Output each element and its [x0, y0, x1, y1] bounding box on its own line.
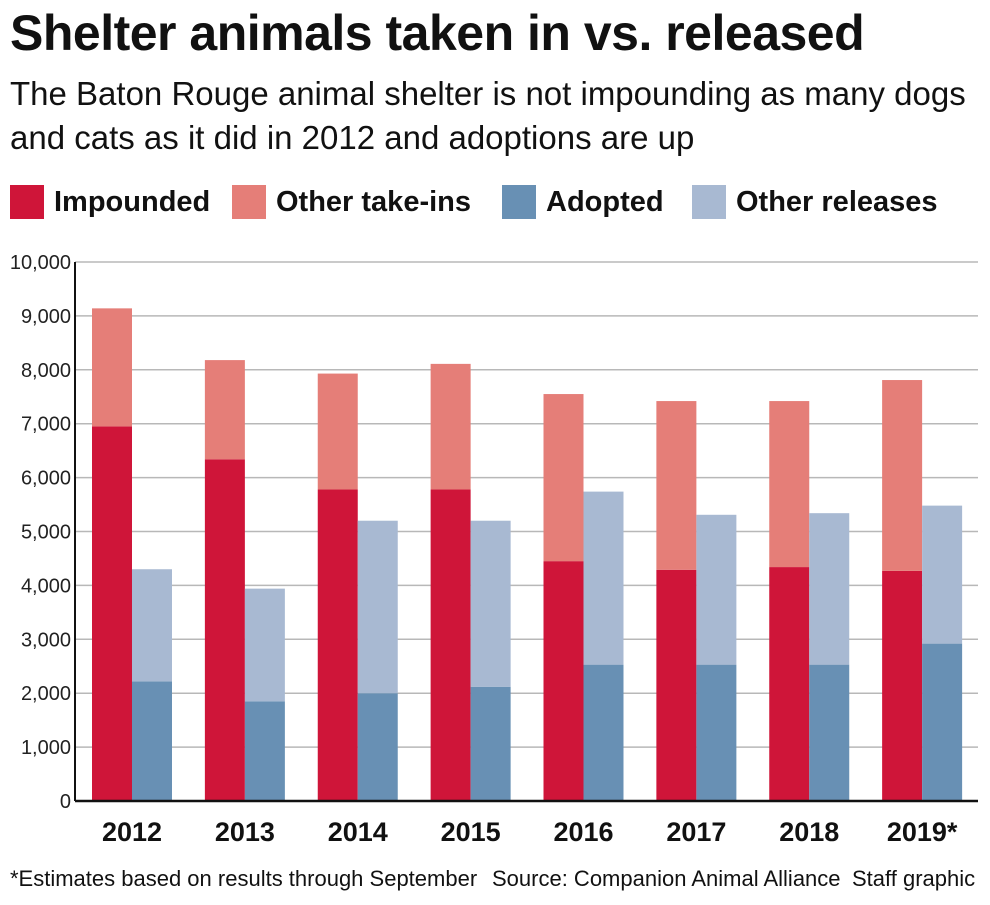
bar-released-adopted: [922, 643, 963, 801]
bar-released-adopted: [132, 681, 172, 801]
bar-taken-in-other-take-ins: [882, 380, 923, 571]
x-tick-label: 2014: [328, 817, 388, 847]
bar-taken-in-impounded: [543, 561, 584, 801]
legend-label-other-releases: Other releases: [736, 185, 938, 218]
x-tick-label: 2018: [779, 817, 839, 847]
bar-taken-in-other-take-ins: [317, 373, 358, 490]
bar-released-other-releases: [244, 588, 285, 702]
x-tick-label: 2019*: [887, 817, 958, 847]
bar-released-adopted: [470, 686, 511, 801]
bar-taken-in-other-take-ins: [430, 363, 471, 490]
x-tick-label: 2016: [553, 817, 613, 847]
footnote: *Estimates based on results through Sept…: [10, 866, 478, 891]
y-tick-label: 5,000: [21, 522, 71, 544]
bar-taken-in-other-take-ins: [543, 394, 584, 562]
legend-item-adopted: Adopted: [502, 180, 664, 224]
y-tick-label: 9,000: [21, 306, 71, 328]
y-tick-label: 6,000: [21, 468, 71, 490]
bar-taken-in-other-take-ins: [204, 360, 245, 460]
legend-item-other-releases: Other releases: [692, 180, 938, 224]
bar-taken-in-impounded: [204, 459, 245, 801]
legend: Impounded Other take-ins Adopted Other r…: [10, 180, 980, 224]
bar-taken-in-impounded: [656, 569, 697, 801]
bar-taken-in-other-take-ins: [769, 401, 810, 568]
bar-released-adopted: [357, 693, 398, 801]
bar-taken-in-impounded: [882, 570, 923, 801]
bar-taken-in-impounded: [92, 426, 132, 801]
bar-released-adopted: [696, 664, 737, 801]
y-tick-label: 7,000: [21, 414, 71, 436]
bar-released-adopted: [809, 664, 850, 801]
legend-label-other-take-ins: Other take-ins: [276, 185, 471, 218]
bar-released-other-releases: [470, 520, 511, 687]
bar-released-other-releases: [132, 569, 172, 682]
legend-item-other-take-ins: Other take-ins: [232, 180, 471, 224]
x-tick-label: 2015: [441, 817, 501, 847]
bar-released-other-releases: [809, 513, 850, 665]
legend-item-impounded: Impounded: [10, 180, 210, 224]
bar-taken-in-impounded: [317, 489, 358, 801]
staff-credit: Staff graphic: [852, 866, 976, 891]
chart-subtitle: The Baton Rouge animal shelter is not im…: [10, 75, 966, 156]
x-tick-label: 2013: [215, 817, 275, 847]
chart-title: Shelter animals taken in vs. released: [10, 5, 865, 61]
legend-swatch-adopted: [502, 185, 536, 219]
source-note: Source: Companion Animal Alliance: [492, 866, 841, 891]
bar-released-other-releases: [922, 505, 963, 644]
legend-label-impounded: Impounded: [54, 185, 211, 218]
legend-label-adopted: Adopted: [546, 185, 664, 218]
x-tick-label: 2017: [666, 817, 726, 847]
bar-taken-in-other-take-ins: [92, 308, 132, 427]
bar-taken-in-other-take-ins: [656, 401, 697, 570]
bar-released-adopted: [244, 701, 285, 801]
y-tick-label: 8,000: [21, 360, 71, 382]
bar-released-adopted: [583, 664, 624, 801]
stacked-bar-chart: 0 1,000 2,000 3,000 4,000 5,000 6,000 7,000 8,00…: [10, 252, 978, 847]
y-tick-label: 3,000: [21, 629, 71, 651]
bar-taken-in-impounded: [430, 489, 471, 801]
y-tick-label: 10,000: [10, 252, 71, 274]
y-tick-label: 2,000: [21, 683, 71, 705]
bar-released-other-releases: [696, 514, 737, 665]
bar-released-other-releases: [583, 491, 624, 665]
legend-swatch-impounded: [10, 185, 44, 219]
bar-released-other-releases: [357, 520, 398, 694]
y-tick-label: 1,000: [21, 737, 71, 759]
legend-swatch-other-releases: [692, 185, 726, 219]
y-tick-label: 4,000: [21, 575, 71, 597]
bar-taken-in-impounded: [769, 567, 810, 801]
legend-swatch-other-take-ins: [232, 185, 266, 219]
x-tick-label: 2012: [102, 817, 162, 847]
y-tick-label: 0: [60, 791, 71, 813]
